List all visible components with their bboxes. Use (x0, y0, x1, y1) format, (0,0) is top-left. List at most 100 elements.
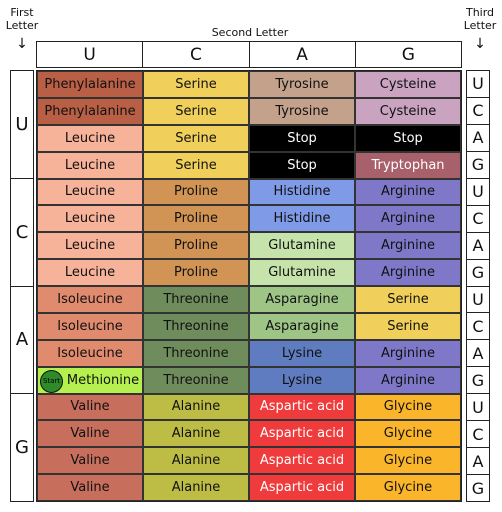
amino-acid-label: Proline (173, 265, 219, 281)
amino-acid-label: Alanine (171, 453, 221, 469)
third-letter-cell: C (467, 98, 489, 125)
amino-acid-label: Valine (70, 399, 110, 415)
amino-acid-label: Glutamine (268, 238, 336, 254)
amino-acid-label: Alanine (171, 426, 221, 442)
amino-acid-label: Serine (175, 76, 217, 92)
third-letter-cell: G (467, 152, 489, 179)
codon-cell: Arginine (355, 232, 461, 260)
codon-cell: Isoleucine (37, 339, 143, 367)
codon-cell: Aspartic acid (249, 393, 355, 421)
codon-cell: Isoleucine (37, 286, 143, 313)
first-letter-u: U (11, 71, 33, 179)
codon-cell: Tyrosine (249, 97, 355, 125)
amino-acid-label: Lysine (281, 345, 323, 361)
third-letter-cell: C (467, 313, 489, 341)
amino-acid-label: Alanine (171, 480, 221, 496)
codon-cell: Serine (143, 151, 249, 179)
amino-acid-label: Glycine (383, 399, 433, 415)
amino-acid-label: Valine (70, 426, 110, 442)
codon-cell: Threonine (143, 339, 249, 367)
codon-cell: Threonine (143, 366, 249, 394)
first-letter-g: G (15, 437, 29, 459)
codon-cell: Proline (143, 178, 249, 206)
amino-acid-label: Isoleucine (57, 345, 123, 361)
second-letter-g: G (401, 44, 415, 65)
codon-cell: Serine (143, 124, 249, 152)
codon-cell: Phenylalanine (37, 97, 143, 125)
amino-acid-label: Serine (387, 318, 429, 334)
amino-acid-label: Leucine (64, 238, 116, 254)
codon-cell: Arginine (355, 205, 461, 233)
amino-acid-label: Aspartic acid (259, 480, 345, 496)
amino-acid-label: Arginine (381, 238, 435, 254)
amino-acid-label: Arginine (381, 372, 435, 388)
third-letter-cell: U (467, 71, 489, 98)
amino-acid-label: Serine (175, 103, 217, 119)
amino-acid-label: Cysteine (379, 103, 437, 119)
amino-acid-label: Threonine (163, 372, 229, 388)
third-letter-cell: G (471, 478, 485, 498)
codon-cell: Aspartic acid (249, 447, 355, 475)
codon-cell: Aspartic acid (249, 420, 355, 448)
third-letter-label: Third Letter (460, 6, 500, 32)
codon-cell: Asparagine (249, 286, 355, 313)
codon-cell: Lysine (249, 366, 355, 394)
codon-cell: Leucine (37, 259, 143, 286)
amino-acid-label: Cysteine (379, 76, 437, 92)
amino-acid-label: Leucine (64, 265, 116, 281)
second-letter-a: A (250, 42, 356, 67)
third-letter-cell: U (467, 287, 489, 314)
codon-cell: Start Methionine (37, 366, 143, 394)
codon-cell: Glutamine (249, 232, 355, 260)
codon-cell: Tryptophan (355, 151, 461, 179)
codon-cell: Threonine (143, 286, 249, 313)
codon-cell: Valine (37, 420, 143, 448)
codon-cell: Glycine (355, 447, 461, 475)
codon-cell: Arginine (355, 178, 461, 206)
codon-cell: Stop (249, 124, 355, 152)
amino-acid-label: Isoleucine (57, 291, 123, 307)
codon-cell: Proline (143, 259, 249, 286)
codon-cell: Isoleucine (37, 312, 143, 340)
first-letter-a: A (11, 287, 33, 395)
amino-acid-label: Aspartic acid (259, 426, 345, 442)
amino-acid-label: Phenylalanine (44, 103, 136, 119)
codon-cell: Threonine (143, 312, 249, 340)
second-letter-c: C (143, 42, 250, 67)
amino-acid-label: Leucine (64, 211, 116, 227)
third-letter-cell: C (467, 421, 489, 449)
amino-acid-label: Glycine (383, 453, 433, 469)
amino-acid-label: Asparagine (265, 291, 339, 307)
second-letter-u: U (37, 42, 144, 67)
codon-cell: Alanine (143, 447, 249, 475)
codon-cell: Asparagine (249, 312, 355, 340)
third-letter-label-line1: Third (465, 6, 495, 19)
third-letter-cell: A (467, 448, 489, 476)
amino-acid-label: Proline (173, 238, 219, 254)
amino-acid-label: Isoleucine (57, 318, 123, 334)
amino-acid-label: Histidine (273, 184, 331, 200)
codon-cell: Leucine (37, 151, 143, 179)
amino-acid-label: Phenylalanine (44, 76, 136, 92)
codon-cell: Alanine (143, 420, 249, 448)
codon-cell: Proline (143, 205, 249, 233)
codon-cell: Proline (143, 232, 249, 260)
codon-cell: Leucine (37, 178, 143, 206)
third-letter-cell: U (467, 179, 489, 206)
codon-cell: Cysteine (355, 97, 461, 125)
amino-acid-label: Stop (393, 130, 423, 146)
codon-cell: Valine (37, 393, 143, 421)
codon-cell: Lysine (249, 339, 355, 367)
first-letter-label-line1: First (10, 6, 34, 19)
start-badge: Start (40, 369, 63, 393)
codon-cell: Phenylalanine (37, 71, 143, 98)
third-letter-cell: A (467, 233, 489, 260)
amino-acid-label: Methionine (66, 372, 140, 388)
amino-acid-label: Leucine (64, 184, 116, 200)
amino-acid-label: Asparagine (265, 318, 339, 334)
amino-acid-label: Aspartic acid (259, 453, 345, 469)
codon-cell: Leucine (37, 124, 143, 152)
amino-acid-label: Threonine (163, 318, 229, 334)
amino-acid-label: Glycine (383, 426, 433, 442)
